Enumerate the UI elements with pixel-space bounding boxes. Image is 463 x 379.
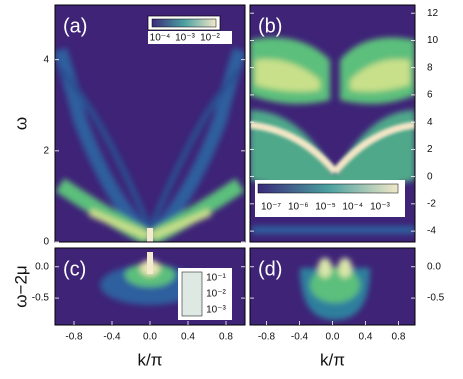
colorbar xyxy=(151,18,217,28)
y-tick-label: 4 xyxy=(427,117,433,128)
colorbar-label: 10⁻⁷ xyxy=(261,202,281,213)
x-tick-label: -0.8 xyxy=(258,332,276,343)
panel-label: (b) xyxy=(258,15,282,37)
x-tick-label: 0.4 xyxy=(181,332,195,343)
x-tick-label: 0.0 xyxy=(143,332,157,343)
colorbar-label: 10⁻⁴ xyxy=(150,33,171,44)
x-axis-label: k/π xyxy=(320,350,345,369)
panel-label: (d) xyxy=(258,258,282,280)
x-tick-label: 0.0 xyxy=(326,332,340,343)
panel-label: (c) xyxy=(63,258,86,280)
y-tick-label: 0 xyxy=(43,237,49,248)
y-tick-label: 0 xyxy=(427,171,433,182)
x-tick-label: -0.4 xyxy=(103,332,121,343)
frames xyxy=(54,4,416,326)
y-tick-label: 10 xyxy=(427,35,439,46)
colorbar-label: 10⁻⁶ xyxy=(288,202,309,213)
colorbar-label-bg xyxy=(148,31,232,44)
colorbar-label: 10⁻² xyxy=(200,33,220,44)
y-tick-label: -0.5 xyxy=(427,293,445,304)
colorbar-label: 10⁻¹ xyxy=(206,273,226,284)
y-tick-label: 4 xyxy=(43,54,49,65)
x-tick-label: -0.4 xyxy=(291,332,309,343)
heatmap-a xyxy=(55,5,245,242)
y-tick-label: -2 xyxy=(427,199,436,210)
x-tick-label: 0.8 xyxy=(392,332,406,343)
y-tick-label: 0.0 xyxy=(35,261,49,272)
y-axis-label: ω−2μ xyxy=(11,265,30,307)
y-tick-label: -4 xyxy=(427,226,436,237)
y-tick-label: 12 xyxy=(427,8,439,19)
y-tick-label: 8 xyxy=(427,62,433,73)
colorbar-label: 10⁻³ xyxy=(206,305,226,316)
colorbar xyxy=(257,183,399,194)
x-tick-label: 0.8 xyxy=(219,332,233,343)
colorbar-label: 10⁻⁵ xyxy=(315,202,336,213)
y-tick-label: 0.0 xyxy=(427,261,441,272)
colorbar-label: 10⁻³ xyxy=(370,202,390,213)
y-tick-label: 2 xyxy=(43,145,49,156)
colorbar xyxy=(181,271,203,317)
x-axis-label: k/π xyxy=(138,350,163,369)
colorbar-label: 10⁻⁴ xyxy=(342,202,363,213)
colorbar-label: 10⁻³ xyxy=(175,33,195,44)
x-tick-label: -0.8 xyxy=(65,332,83,343)
y-tick-label: 2 xyxy=(427,144,433,155)
panel-label: (a) xyxy=(63,15,87,37)
y-tick-label: -0.5 xyxy=(32,293,50,304)
x-tick-label: 0.4 xyxy=(359,332,373,343)
heatmap-d xyxy=(250,248,415,325)
colorbar-label: 10⁻² xyxy=(206,289,226,300)
y-axis-label: ω xyxy=(11,117,30,130)
y-tick-label: 6 xyxy=(427,90,433,101)
